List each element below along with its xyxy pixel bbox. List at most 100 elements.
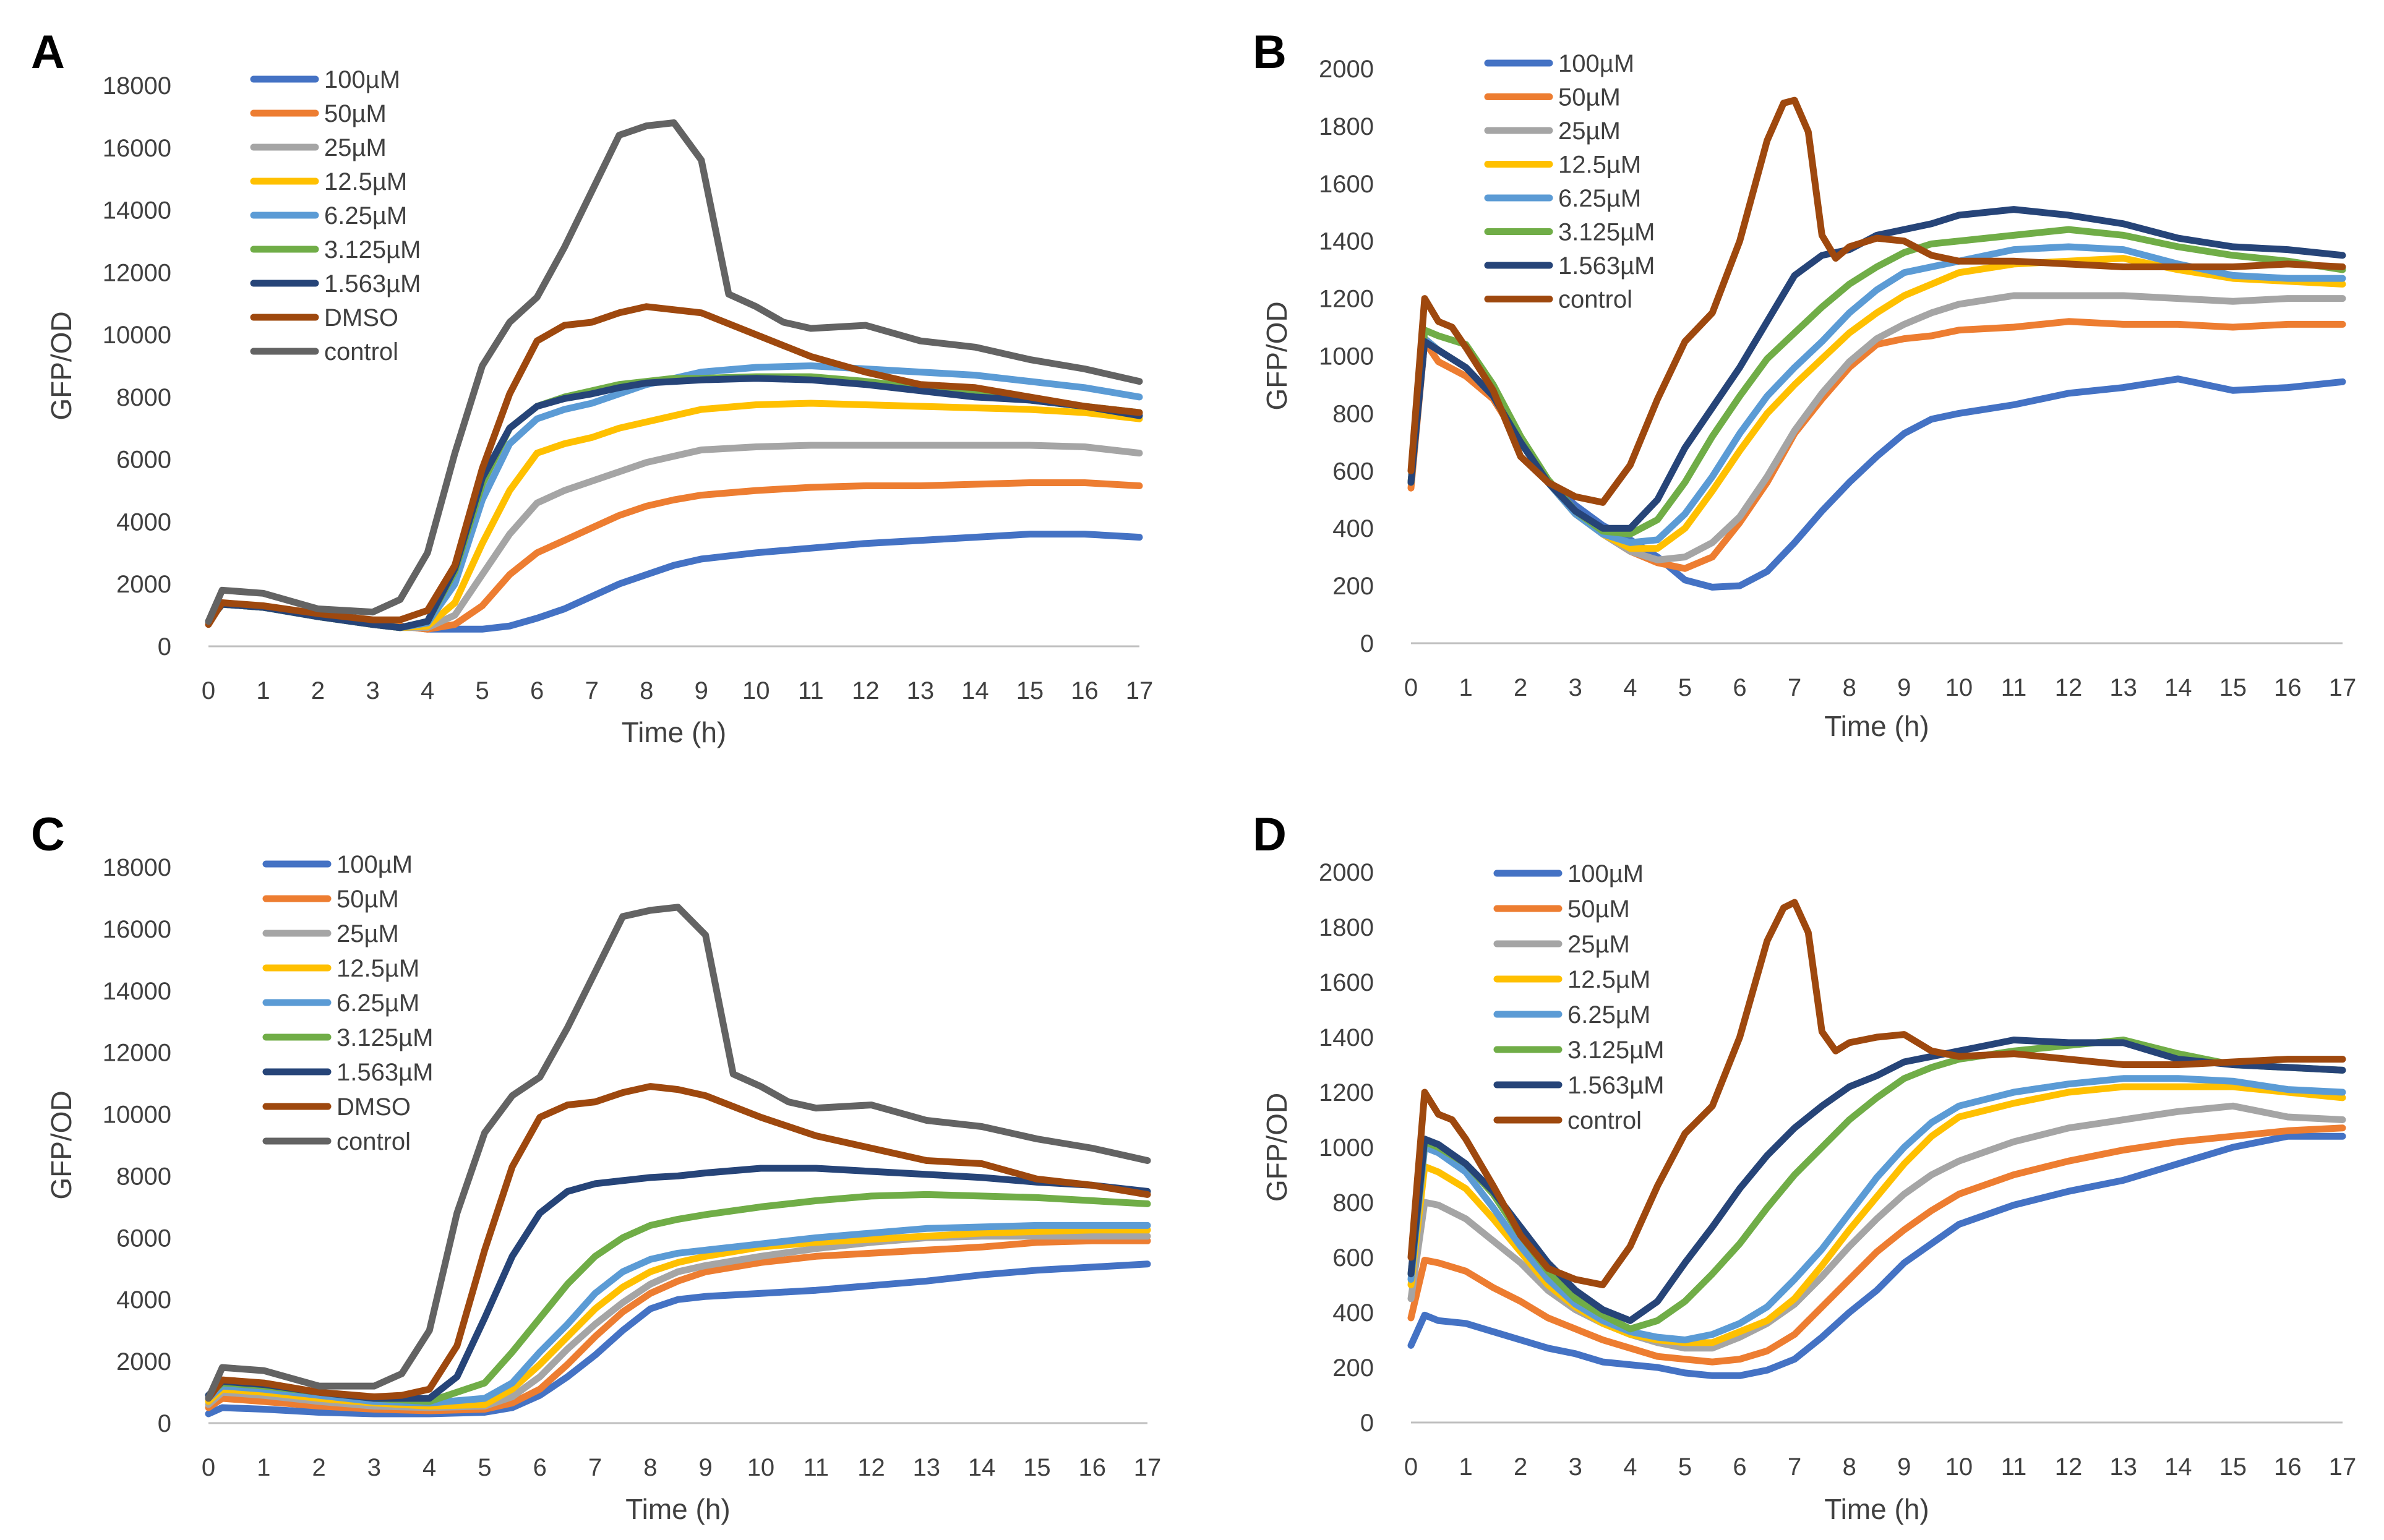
y-tick-label: 400 bbox=[1332, 515, 1374, 542]
x-tick-label: 8 bbox=[643, 1454, 657, 1481]
x-tick-label: 9 bbox=[1897, 1453, 1911, 1481]
x-tick-label: 14 bbox=[961, 677, 989, 704]
y-tick-label: 400 bbox=[1332, 1299, 1374, 1327]
x-axis-title: Time (h) bbox=[1824, 1493, 1929, 1525]
x-tick-label: 15 bbox=[1016, 677, 1044, 704]
panel-a: A020004000600080001000012000140001600018… bbox=[31, 26, 1153, 748]
y-tick-label: 0 bbox=[158, 633, 171, 661]
x-tick-label: 14 bbox=[968, 1454, 996, 1481]
y-tick-label: 800 bbox=[1332, 400, 1374, 427]
legend-label: 25µM bbox=[1567, 931, 1630, 958]
x-tick-label: 12 bbox=[2055, 674, 2083, 701]
series-line bbox=[1407, 318, 2346, 572]
panel-letter: C bbox=[31, 808, 65, 861]
series-line bbox=[1407, 1124, 2346, 1366]
legend-label: 50µM bbox=[324, 100, 387, 127]
x-tick-label: 11 bbox=[2001, 674, 2027, 701]
x-axis-title: Time (h) bbox=[625, 1493, 731, 1525]
y-tick-label: 1400 bbox=[1319, 1024, 1374, 1051]
y-tick-label: 1800 bbox=[1319, 914, 1374, 941]
y-tick-label: 14000 bbox=[103, 197, 171, 225]
x-tick-label: 12 bbox=[852, 677, 880, 704]
y-tick-label: 2000 bbox=[116, 1348, 171, 1375]
x-tick-label: 6 bbox=[530, 677, 544, 704]
y-tick-label: 18000 bbox=[103, 72, 171, 100]
x-tick-label: 5 bbox=[1678, 1453, 1692, 1481]
y-tick-label: 600 bbox=[1332, 1244, 1374, 1272]
x-tick-label: 2 bbox=[311, 677, 325, 704]
x-tick-label: 13 bbox=[2109, 674, 2137, 701]
series-line bbox=[205, 119, 1143, 625]
y-axis-title: GFP/OD bbox=[1261, 1093, 1293, 1202]
x-tick-label: 4 bbox=[422, 1454, 436, 1481]
legend-label: 100µM bbox=[1558, 50, 1634, 77]
series-line bbox=[1407, 338, 2346, 591]
x-tick-label: 13 bbox=[913, 1454, 941, 1481]
legend-label: 6.25µM bbox=[1558, 185, 1641, 212]
y-tick-label: 1000 bbox=[1319, 343, 1374, 370]
x-tick-label: 2 bbox=[1514, 674, 1527, 701]
x-tick-label: 1 bbox=[1459, 674, 1472, 701]
panel-letter: D bbox=[1253, 808, 1287, 861]
legend-label: 50µM bbox=[1567, 896, 1630, 923]
y-tick-label: 8000 bbox=[116, 1163, 171, 1190]
legend-label: 100µM bbox=[324, 66, 400, 93]
y-tick-label: 200 bbox=[1332, 1354, 1374, 1382]
x-tick-label: 9 bbox=[695, 677, 708, 704]
legend-label: 12.5µM bbox=[1558, 152, 1641, 179]
y-tick-label: 1800 bbox=[1319, 113, 1374, 140]
legend-label: 25µM bbox=[1558, 118, 1621, 145]
series-line bbox=[1407, 292, 2346, 563]
legend-label: 1.563µM bbox=[324, 270, 421, 297]
x-tick-label: 16 bbox=[1078, 1454, 1106, 1481]
x-tick-label: 1 bbox=[257, 1454, 270, 1481]
x-tick-label: 12 bbox=[2055, 1453, 2083, 1481]
y-axis-title: GFP/OD bbox=[45, 1090, 77, 1199]
x-tick-label: 9 bbox=[1897, 674, 1911, 701]
x-tick-label: 8 bbox=[640, 677, 653, 704]
x-tick-label: 17 bbox=[2329, 674, 2357, 701]
x-tick-label: 7 bbox=[585, 677, 599, 704]
y-tick-label: 18000 bbox=[103, 854, 171, 881]
legend-label: 25µM bbox=[337, 920, 399, 948]
legend-label: 1.563µM bbox=[1558, 252, 1655, 280]
x-tick-label: 3 bbox=[1569, 1453, 1582, 1481]
panel-b: B 0 200 400 600 800 1000 1200 1400 1600 1800 2000 0 1… bbox=[1253, 26, 2356, 742]
x-tick-label: 5 bbox=[478, 1454, 491, 1481]
legend-label: 6.25µM bbox=[337, 990, 419, 1017]
y-tick-label: 12000 bbox=[103, 259, 171, 286]
x-tick-label: 0 bbox=[1404, 674, 1418, 701]
panel-letter: A bbox=[31, 26, 65, 79]
series-line bbox=[205, 1221, 1151, 1406]
x-tick-label: 3 bbox=[367, 1454, 381, 1481]
series-line bbox=[205, 479, 1143, 633]
x-tick-label: 7 bbox=[1788, 1453, 1801, 1481]
y-tick-label: 8000 bbox=[116, 384, 171, 411]
x-tick-label: 17 bbox=[1134, 1454, 1162, 1481]
y-tick-label: 4000 bbox=[116, 508, 171, 536]
legend-label: DMSO bbox=[337, 1093, 411, 1121]
x-tick-label: 5 bbox=[476, 677, 489, 704]
series-line bbox=[205, 303, 1143, 628]
legend-label: 3.125µM bbox=[1567, 1037, 1664, 1064]
panel-d: D 0 200 400 600 800 1000 1200 1400 1600 1800 2000 0 1… bbox=[1253, 808, 2356, 1525]
x-tick-label: 6 bbox=[1733, 674, 1746, 701]
y-tick-label: 800 bbox=[1332, 1189, 1374, 1217]
y-tick-label: 1000 bbox=[1319, 1134, 1374, 1161]
y-tick-label: 200 bbox=[1332, 573, 1374, 600]
x-tick-label: 12 bbox=[857, 1454, 885, 1481]
series-line bbox=[205, 375, 1143, 631]
x-tick-label: 10 bbox=[1945, 674, 1973, 701]
y-tick-label: 2000 bbox=[1319, 56, 1374, 83]
y-tick-label: 600 bbox=[1332, 458, 1374, 485]
legend-label: 3.125µM bbox=[337, 1024, 433, 1051]
series-line bbox=[1407, 1075, 2346, 1343]
y-tick-label: 16000 bbox=[103, 135, 171, 162]
series-line bbox=[205, 1083, 1151, 1402]
legend-label: 6.25µM bbox=[324, 202, 407, 229]
panel-letter: B bbox=[1253, 26, 1287, 79]
series-line bbox=[205, 1260, 1151, 1418]
y-tick-label: 0 bbox=[158, 1410, 171, 1437]
y-tick-label: 1600 bbox=[1319, 969, 1374, 996]
